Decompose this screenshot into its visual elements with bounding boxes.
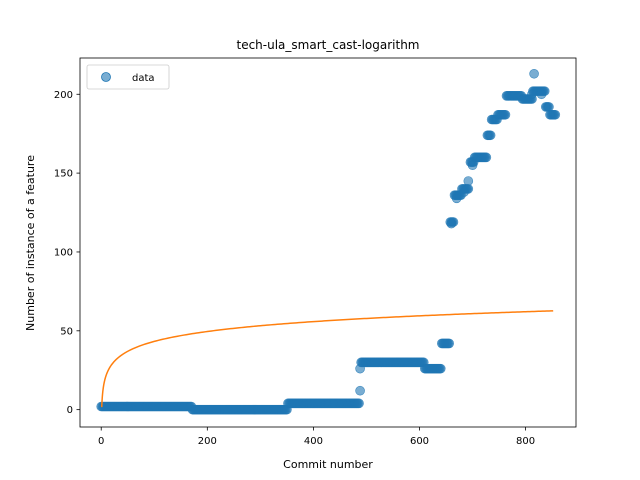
legend-marker-data xyxy=(101,72,111,82)
data-point xyxy=(355,385,365,396)
y-tick-label: 50 xyxy=(60,326,73,337)
y-tick-label: 100 xyxy=(54,247,73,258)
data-point xyxy=(354,398,364,409)
plot-area xyxy=(96,68,561,415)
fit-line xyxy=(101,310,554,408)
data-point xyxy=(529,68,539,79)
data-point xyxy=(500,109,511,120)
data-point xyxy=(527,89,537,100)
x-tick-label: 200 xyxy=(198,436,217,447)
data-point xyxy=(446,218,457,229)
data-point xyxy=(451,193,462,204)
data-point xyxy=(536,89,547,100)
legend-label-data: data xyxy=(132,73,155,84)
chart-title: tech-ula_smart_cast-logarithm xyxy=(237,38,420,52)
plot-inner xyxy=(96,68,561,415)
data-point xyxy=(481,152,492,163)
x-axis-label: Commit number xyxy=(283,458,373,471)
data-point xyxy=(444,338,455,349)
data-point xyxy=(467,160,478,171)
legend: data xyxy=(86,64,170,90)
data-point xyxy=(463,176,474,186)
y-tick-label: 0 xyxy=(67,405,73,416)
data-points xyxy=(96,68,561,415)
data-point xyxy=(485,130,496,141)
axes-frame xyxy=(79,57,577,428)
y-axis-label: Number of instance of a feature xyxy=(24,155,37,331)
axes: 0 200 400 600 800 0 50 100 150 200 xyxy=(54,57,577,447)
x-tick-label: 400 xyxy=(304,436,323,447)
data-point xyxy=(435,363,446,374)
x-tick-label: 0 xyxy=(98,436,104,447)
data-point xyxy=(355,363,365,374)
legend-box xyxy=(86,64,170,90)
data-point xyxy=(459,187,469,197)
x-tick-label: 600 xyxy=(410,436,429,447)
y-tick-label: 150 xyxy=(54,169,73,180)
y-tick-label: 200 xyxy=(54,90,73,101)
data-point xyxy=(550,109,561,120)
x-tick-label: 800 xyxy=(516,436,535,447)
